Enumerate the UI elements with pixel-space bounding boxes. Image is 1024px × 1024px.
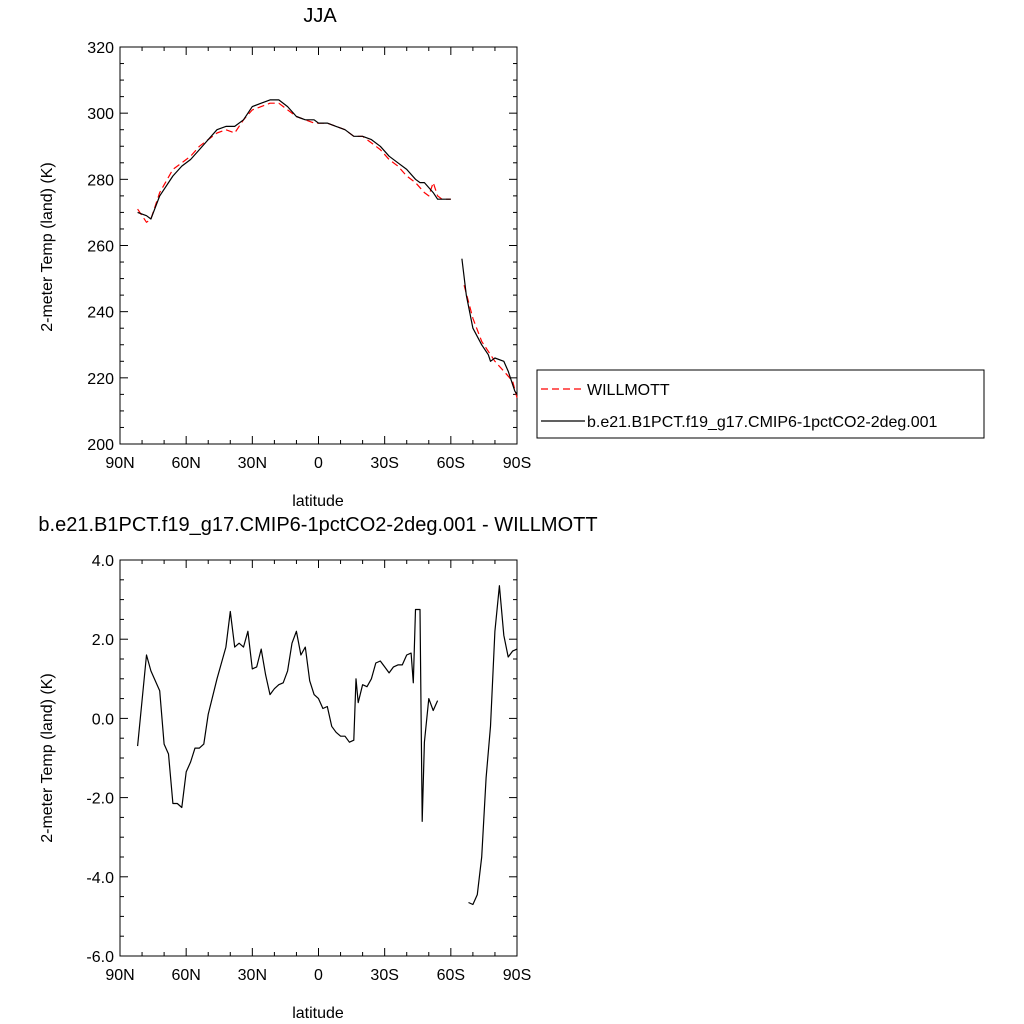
x-tick-label: 30N [238,967,267,984]
model-line-segment-1 [137,99,451,220]
x-tick-label: 90N [105,967,134,984]
x-tick-label: 30S [370,455,398,472]
y-tick-label: 300 [87,106,114,123]
plot-frame [119,46,518,445]
y-tick-label: 240 [87,305,114,322]
x-tick-label: 0 [314,967,323,984]
y-tick-label: -6.0 [86,949,114,966]
legend-label-model: b.e21.B1PCT.f19_g17.CMIP6-1pctCO2-2deg.0… [587,414,938,431]
plot-frame [119,559,518,957]
x-axis-label-difference: latitude [292,1005,344,1022]
y-tick-label: 220 [87,371,114,388]
model-line-segment-1 [137,608,439,823]
x-tick-label: 0 [314,455,323,472]
y-axis-label: 2-meter Temp (land) (K) [39,162,56,332]
willmott-line-segment-1 [137,102,451,223]
y-tick-label: 200 [87,437,114,454]
y-tick-label: 0.0 [92,711,114,728]
y-tick-label: 2.0 [92,632,114,649]
model-line-segment-2 [468,585,518,906]
y-axis-label-difference: 2-meter Temp (land) (K) [39,673,56,843]
x-tick-label: 60N [171,455,200,472]
x-tick-label: 30S [370,967,398,984]
y-tick-label: 320 [87,40,114,57]
legend-box [536,369,985,439]
legend-label-willmott: WILLMOTT [587,382,670,399]
x-tick-label: 30N [238,455,267,472]
y-tick-label: 260 [87,239,114,256]
chart-title-difference: b.e21.B1PCT.f19_g17.CMIP6-1pctCO2-2deg.0… [38,514,597,536]
x-tick-label: 90S [503,455,531,472]
bottom-panel: b.e21.B1PCT.f19_g17.CMIP6-1pctCO2-2deg.0… [38,514,597,1022]
x-tick-label: 60N [171,967,200,984]
x-tick-label: 60S [437,967,465,984]
y-tick-label: 280 [87,172,114,189]
y-tick-label: 4.0 [92,553,114,570]
x-tick-label: 90S [503,967,531,984]
y-tick-label: -4.0 [86,870,114,887]
x-tick-label: 60S [437,455,465,472]
willmott-line-segment-2 [463,285,518,398]
x-axis-label: latitude [292,493,344,510]
model-line-segment-2 [461,258,518,395]
x-tick-label: 90N [105,455,134,472]
y-tick-label: -2.0 [86,791,114,808]
chart-title: JJA [303,5,337,27]
top-panel: JJA latitude 2-meter Temp (land) (K) 90N… [39,5,531,510]
legend: WILLMOTT b.e21.B1PCT.f19_g17.CMIP6-1pctC… [536,369,985,439]
